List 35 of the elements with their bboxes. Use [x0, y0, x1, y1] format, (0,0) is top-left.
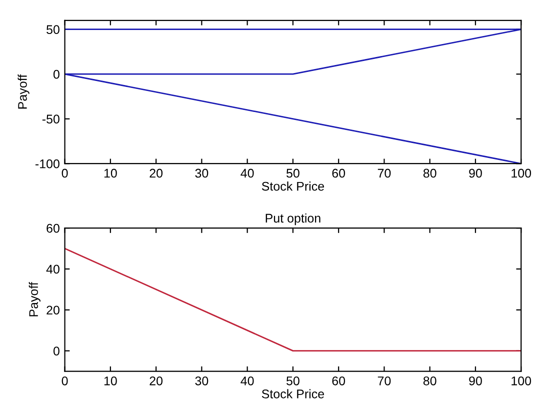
y-axis-title: Payoff	[18, 74, 30, 109]
x-tick-label: 20	[150, 168, 163, 178]
x-axis-title: Stock Price	[262, 182, 324, 191]
x-tick-label: 70	[378, 168, 391, 178]
y-axis-title: Payoff	[28, 282, 40, 316]
y-tick-label: 40	[46, 264, 60, 274]
x-tick-label: 90	[469, 376, 482, 386]
chart-title: Put option	[266, 213, 320, 226]
x-tick-label: 40	[240, 168, 254, 178]
x-tick-label: 70	[378, 376, 391, 386]
x-tick-label: 100	[512, 376, 532, 386]
x-axis-title: Stock Price	[262, 389, 324, 398]
x-tick-label: 100	[512, 168, 532, 178]
y-tick-label: 50	[46, 25, 60, 34]
y-tick-label: -50	[42, 114, 60, 124]
x-tick-label: 50	[286, 168, 300, 178]
x-tick-label: 80	[423, 168, 436, 178]
y-tick-label: 0	[53, 346, 60, 356]
x-tick-label: 80	[423, 376, 436, 386]
x-tick-label: 10	[104, 168, 117, 178]
y-tick-label: -100	[35, 159, 60, 168]
x-tick-label: 20	[150, 376, 163, 386]
x-tick-label: 60	[332, 376, 346, 386]
x-tick-label: 0	[62, 376, 68, 386]
x-tick-label: 0	[62, 168, 68, 178]
x-tick-label: 40	[240, 376, 254, 386]
x-tick-label: 30	[195, 376, 208, 386]
x-tick-label: 90	[469, 168, 482, 178]
y-tick-label: 60	[46, 224, 60, 233]
x-tick-label: 10	[104, 376, 117, 386]
x-tick-label: 30	[195, 168, 208, 178]
x-tick-label: 50	[286, 376, 300, 386]
y-tick-label: 20	[46, 306, 60, 315]
y-tick-label: 0	[53, 70, 60, 79]
x-tick-label: 60	[332, 168, 346, 178]
